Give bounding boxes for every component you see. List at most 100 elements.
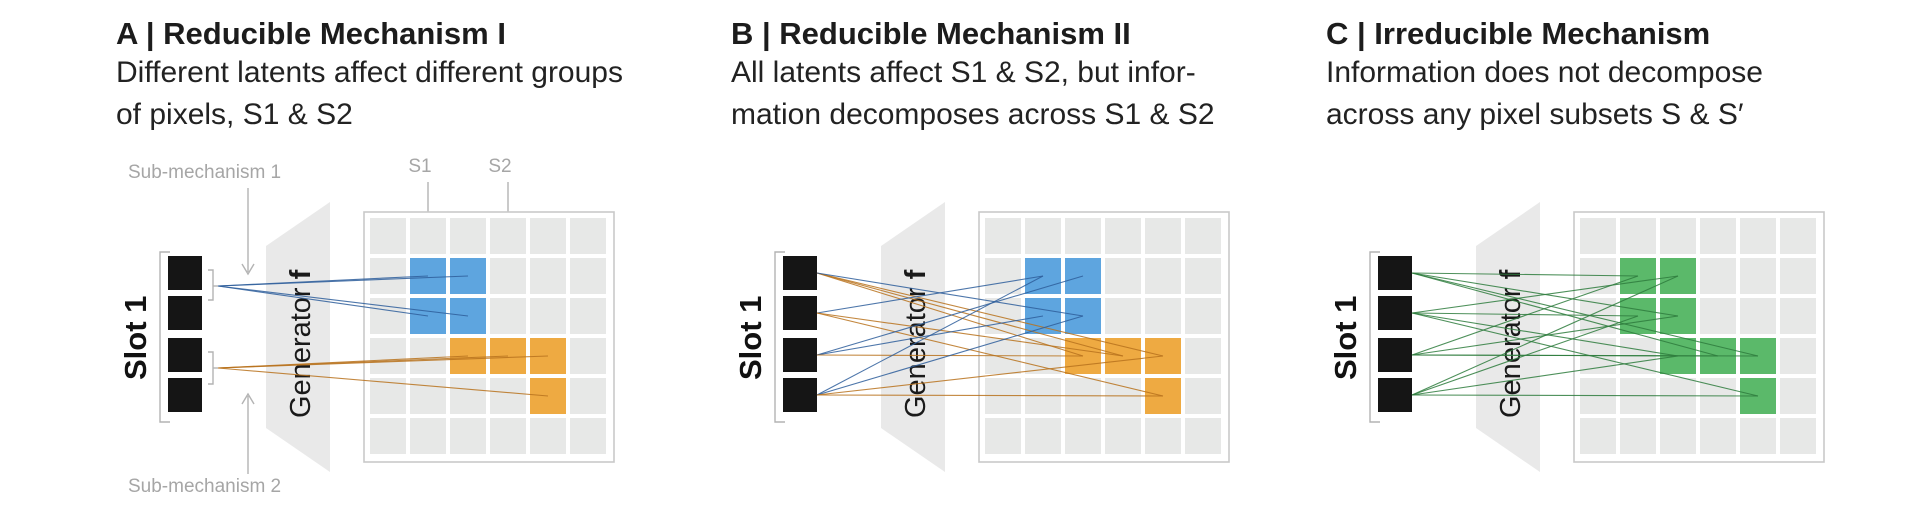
connection-line bbox=[816, 272, 1164, 357]
pixel bbox=[370, 378, 406, 414]
panel-a-title: A | Reducible Mechanism I bbox=[116, 16, 506, 51]
connection-line bbox=[1411, 275, 1679, 396]
latent-4 bbox=[168, 378, 202, 412]
connection-line bbox=[1411, 355, 1679, 396]
panel-c-subtitle: Information does not decompose across an… bbox=[1326, 56, 1763, 131]
pixel bbox=[450, 218, 486, 254]
pixel bbox=[1185, 258, 1221, 294]
pixel bbox=[570, 378, 606, 414]
pixel bbox=[490, 258, 526, 294]
pixel bbox=[570, 298, 606, 334]
connection-line bbox=[217, 367, 549, 397]
pixel bbox=[450, 418, 486, 454]
pixel bbox=[1145, 258, 1181, 294]
pixel bbox=[1700, 218, 1736, 254]
pixel bbox=[1780, 298, 1816, 334]
latent-4 bbox=[1378, 378, 1412, 412]
panel-c: C | Irreducible Mechanism Information do… bbox=[1326, 0, 1928, 520]
connection-line bbox=[1411, 272, 1759, 357]
pixel bbox=[410, 338, 446, 374]
slot-label: Slot 1 bbox=[118, 296, 153, 380]
pixel bbox=[1780, 218, 1816, 254]
pixel bbox=[490, 378, 526, 414]
latent-4 bbox=[783, 378, 817, 412]
connection-line bbox=[1411, 315, 1639, 396]
pixel bbox=[370, 298, 406, 334]
pixel bbox=[1620, 418, 1656, 454]
pixel bbox=[1700, 258, 1736, 294]
pixel bbox=[1185, 298, 1221, 334]
pixel bbox=[1105, 298, 1141, 334]
panel-b-subtitle: All latents affect S1 & S2, but infor- m… bbox=[731, 56, 1215, 131]
pixel bbox=[1660, 418, 1696, 454]
connection-line bbox=[1411, 275, 1679, 314]
connection-line bbox=[1411, 312, 1679, 357]
connection-line bbox=[816, 315, 1084, 396]
pixel bbox=[1145, 418, 1181, 454]
sub-mechanism-2-label: Sub-mechanism 2 bbox=[128, 476, 281, 497]
connection-line bbox=[217, 285, 429, 317]
pixel bbox=[985, 258, 1021, 294]
panel-a: A | Reducible Mechanism I Different late… bbox=[116, 0, 736, 520]
pixel bbox=[410, 378, 446, 414]
pixel bbox=[1780, 258, 1816, 294]
panel-b: B | Reducible Mechanism II All latents a… bbox=[731, 0, 1351, 520]
pixel bbox=[570, 218, 606, 254]
connection-line bbox=[1411, 394, 1759, 397]
connection-line bbox=[816, 394, 1164, 397]
s2-label: S2 bbox=[488, 156, 511, 177]
connection-line bbox=[1411, 312, 1639, 317]
pixel bbox=[1185, 418, 1221, 454]
pixel bbox=[985, 418, 1021, 454]
pixel bbox=[570, 338, 606, 374]
pixel bbox=[1065, 218, 1101, 254]
pixel bbox=[1700, 298, 1736, 334]
generator-symbol: f bbox=[900, 269, 932, 279]
pixel bbox=[530, 298, 566, 334]
latent-1 bbox=[783, 256, 817, 290]
latent-1 bbox=[1378, 256, 1412, 290]
latent-2 bbox=[168, 296, 202, 330]
panel-c-title: C | Irreducible Mechanism bbox=[1326, 16, 1711, 51]
s1-label: S1 bbox=[408, 156, 431, 177]
connection-line bbox=[816, 312, 1164, 397]
connection-line bbox=[816, 275, 1084, 356]
connection-line bbox=[816, 312, 1124, 357]
generator-shape bbox=[881, 202, 945, 472]
connection-line bbox=[1411, 275, 1639, 356]
pixel bbox=[1780, 378, 1816, 414]
pixel bbox=[985, 218, 1021, 254]
generator-shape bbox=[1476, 202, 1540, 472]
generator-label-text: Generator bbox=[285, 279, 317, 418]
slot-label: Slot 1 bbox=[1328, 296, 1363, 380]
connection-line bbox=[816, 272, 1084, 357]
connection-line bbox=[217, 285, 469, 317]
pixel bbox=[490, 298, 526, 334]
latent-3 bbox=[1378, 338, 1412, 372]
pixel bbox=[370, 338, 406, 374]
pixel bbox=[1740, 258, 1776, 294]
pixel bbox=[1105, 418, 1141, 454]
pixel bbox=[370, 418, 406, 454]
panel-a-subtitle: Different latents affect different group… bbox=[116, 56, 623, 131]
sub-mechanism-1-label: Sub-mechanism 1 bbox=[128, 162, 281, 183]
pixel bbox=[1185, 338, 1221, 374]
generator-shape bbox=[266, 202, 330, 472]
pixel bbox=[410, 418, 446, 454]
pixel bbox=[1580, 418, 1616, 454]
pixel bbox=[1145, 298, 1181, 334]
pixel bbox=[370, 258, 406, 294]
pixel bbox=[1145, 218, 1181, 254]
connection-line bbox=[1411, 354, 1759, 357]
pixel bbox=[1780, 338, 1816, 374]
pixel bbox=[1740, 418, 1776, 454]
connection-line bbox=[816, 355, 1164, 396]
pixel bbox=[490, 418, 526, 454]
latent-1 bbox=[168, 256, 202, 290]
connection-line bbox=[816, 275, 1044, 314]
latent-3 bbox=[168, 338, 202, 372]
pixel bbox=[410, 218, 446, 254]
pixel bbox=[530, 258, 566, 294]
connection-line bbox=[816, 275, 1044, 396]
